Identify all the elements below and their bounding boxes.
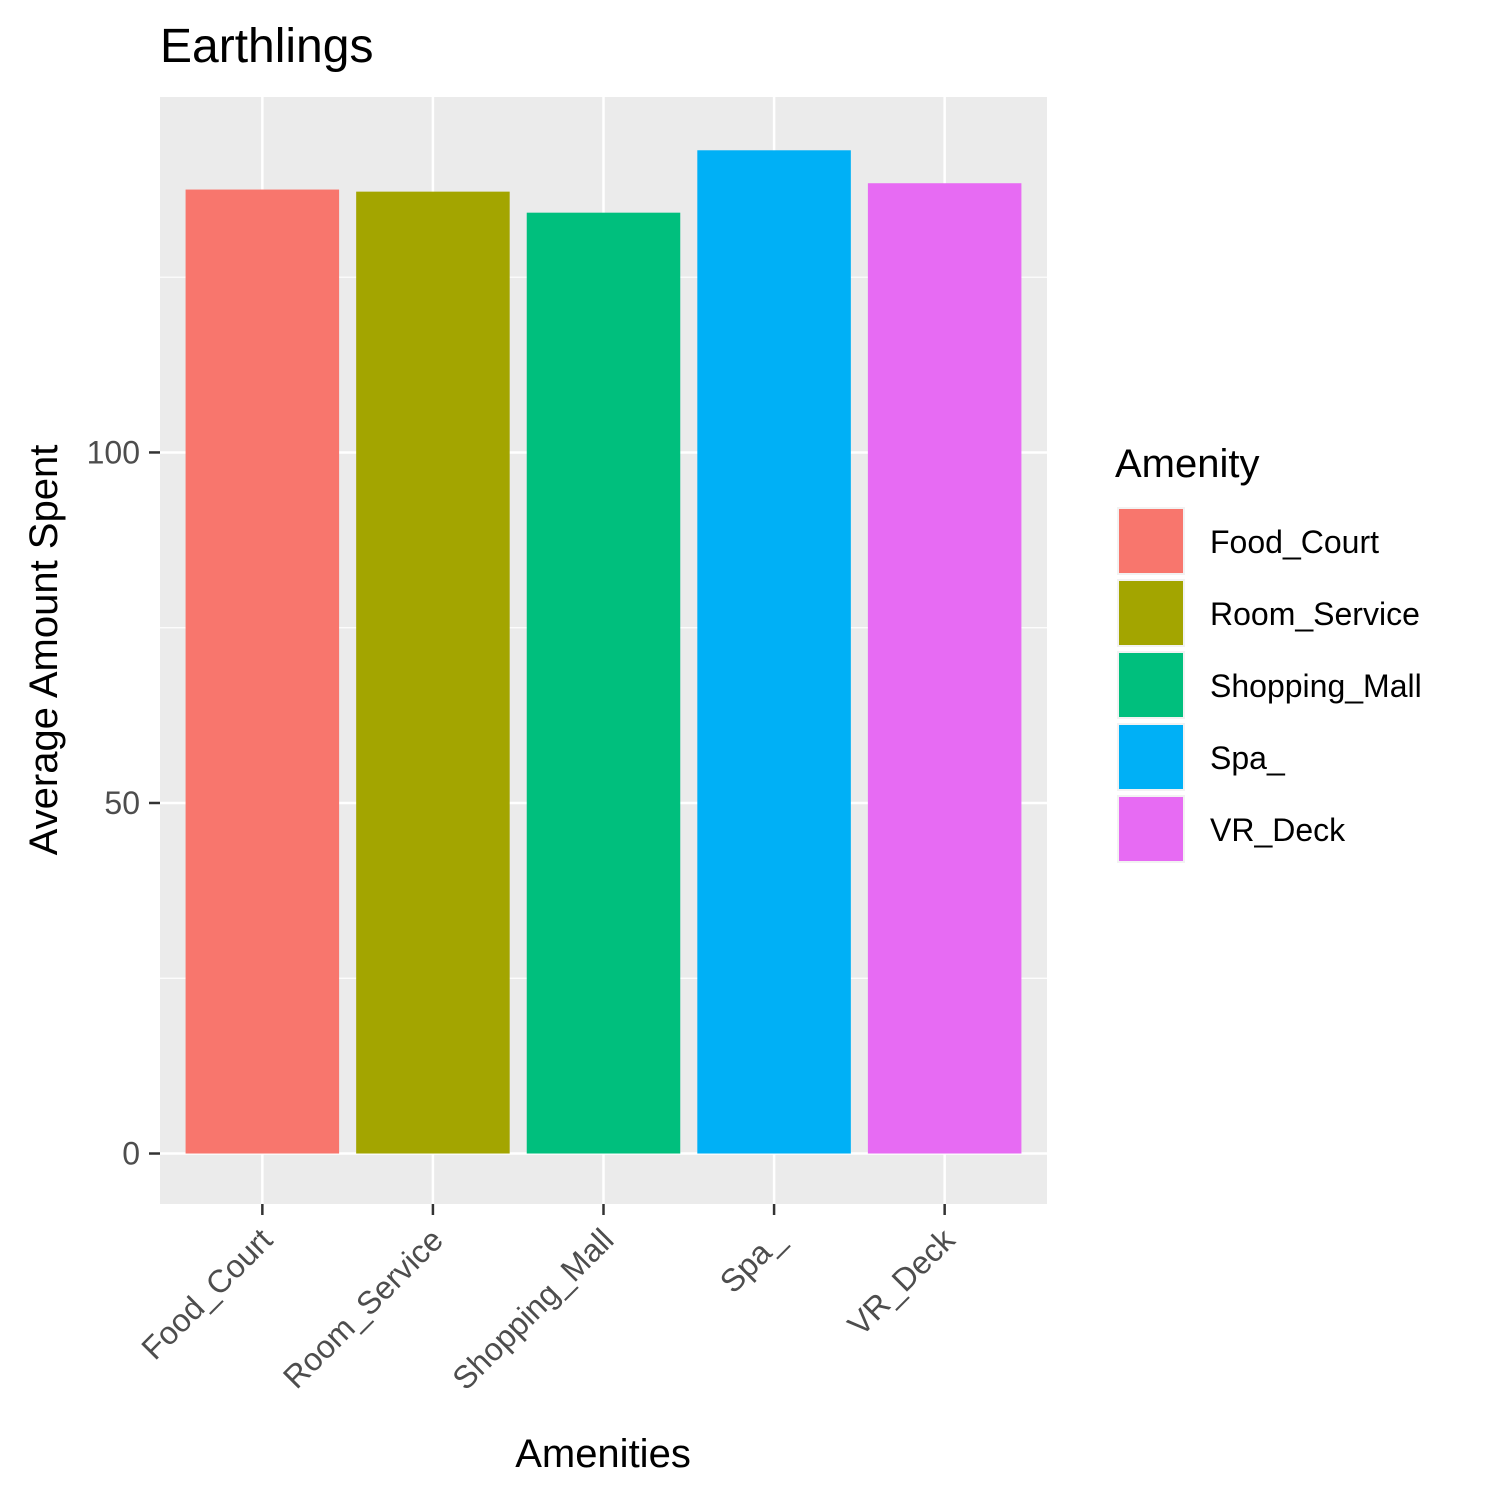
x-axis-title: Amenities — [515, 1432, 691, 1476]
x-tick-label: Room_Service — [276, 1221, 450, 1395]
legend-swatch — [1119, 653, 1183, 717]
legend-label: Shopping_Mall — [1210, 668, 1422, 704]
y-tick-label: 50 — [104, 785, 140, 821]
y-tick-label: 0 — [122, 1136, 140, 1172]
bar-food-court — [185, 189, 340, 1154]
bars — [185, 150, 1022, 1154]
x-tick-label: VR_Deck — [841, 1221, 963, 1343]
legend-label: Room_Service — [1210, 596, 1420, 632]
y-tick-label: 100 — [87, 434, 140, 470]
legend-title: Amenity — [1115, 442, 1260, 486]
bar-room-service — [356, 191, 510, 1154]
y-axis-title: Average Amount Spent — [22, 445, 66, 856]
x-tick-label: Food_Court — [134, 1221, 279, 1366]
chart-title: Earthlings — [160, 20, 373, 73]
legend-label: Spa_ — [1210, 740, 1286, 776]
bar-shopping-mall — [526, 212, 681, 1154]
x-tick-label: Spa_ — [713, 1221, 792, 1300]
y-axis: 0 50 100 — [87, 434, 160, 1172]
legend-swatch — [1119, 725, 1183, 789]
legend-swatch — [1119, 797, 1183, 861]
legend-label: VR_Deck — [1210, 812, 1346, 848]
bar-spa — [697, 150, 851, 1154]
legend-label: Food_Court — [1210, 524, 1379, 560]
bar-vr-deck — [867, 183, 1022, 1154]
legend-swatch — [1119, 509, 1183, 573]
legend-swatch — [1119, 581, 1183, 645]
legend: Amenity Food_Court Room_Service Shopping_M… — [1115, 442, 1422, 863]
x-tick-label: Shopping_Mall — [445, 1221, 620, 1396]
